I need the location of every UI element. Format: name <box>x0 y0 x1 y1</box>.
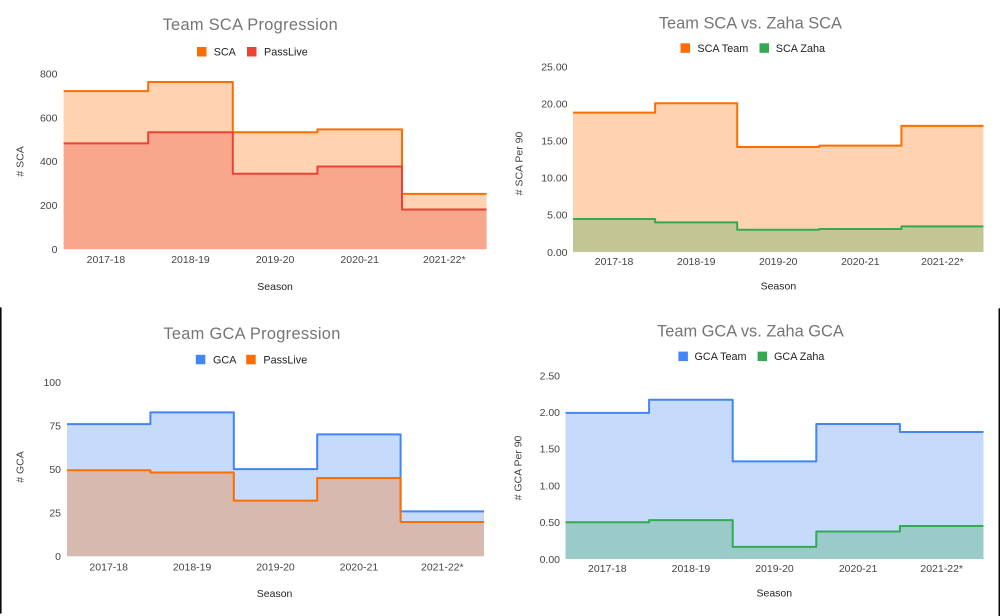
svg-text:2019-20: 2019-20 <box>256 561 295 573</box>
svg-text:Season: Season <box>257 588 293 600</box>
svg-text:2.50: 2.50 <box>540 370 561 382</box>
svg-text:GCA Zaha: GCA Zaha <box>774 351 824 363</box>
svg-text:Season: Season <box>761 280 797 292</box>
svg-text:0.50: 0.50 <box>540 517 561 529</box>
svg-text:0.00: 0.00 <box>547 247 568 259</box>
svg-text:2017-18: 2017-18 <box>89 561 128 573</box>
svg-text:# GCA: # GCA <box>15 451 27 483</box>
svg-text:2.00: 2.00 <box>540 407 561 419</box>
svg-text:Season: Season <box>756 588 792 600</box>
svg-text:2018-19: 2018-19 <box>173 561 212 573</box>
svg-text:2019-20: 2019-20 <box>755 563 794 575</box>
svg-text:Team SCA Progression: Team SCA Progression <box>163 16 338 34</box>
svg-text:2020-21: 2020-21 <box>841 256 880 268</box>
svg-text:100: 100 <box>43 377 61 389</box>
svg-text:2021-22*: 2021-22* <box>920 563 963 575</box>
svg-text:2019-20: 2019-20 <box>256 254 295 266</box>
svg-text:# GCA Per 90: # GCA Per 90 <box>512 435 524 500</box>
svg-text:2018-19: 2018-19 <box>677 256 716 268</box>
svg-text:25.00: 25.00 <box>541 61 567 73</box>
svg-text:Season: Season <box>257 281 293 293</box>
svg-text:75: 75 <box>49 421 61 433</box>
svg-text:PassLive: PassLive <box>263 354 307 366</box>
svg-text:# SCA Per 90: # SCA Per 90 <box>514 132 526 196</box>
svg-text:2020-21: 2020-21 <box>340 561 379 573</box>
svg-text:5.00: 5.00 <box>547 210 568 222</box>
svg-text:# SCA: # SCA <box>15 146 27 176</box>
svg-text:SCA: SCA <box>214 47 237 59</box>
svg-text:SCA Zaha: SCA Zaha <box>776 43 825 55</box>
svg-text:2018-19: 2018-19 <box>672 563 711 575</box>
svg-text:400: 400 <box>40 156 58 168</box>
svg-text:200: 200 <box>40 200 58 212</box>
svg-text:600: 600 <box>40 112 58 124</box>
svg-text:2021-22*: 2021-22* <box>921 256 964 268</box>
svg-text:25: 25 <box>49 508 61 520</box>
svg-text:GCA Team: GCA Team <box>695 351 747 363</box>
svg-text:0: 0 <box>55 551 61 563</box>
svg-text:2021-22*: 2021-22* <box>421 561 464 573</box>
svg-text:Team GCA Progression: Team GCA Progression <box>163 325 340 343</box>
svg-text:SCA Team: SCA Team <box>697 43 748 55</box>
svg-text:1.00: 1.00 <box>540 480 561 492</box>
svg-text:2019-20: 2019-20 <box>759 256 798 268</box>
svg-text:2021-22*: 2021-22* <box>423 254 466 266</box>
svg-text:2018-19: 2018-19 <box>171 254 210 266</box>
svg-text:Team SCA vs. Zaha SCA: Team SCA vs. Zaha SCA <box>659 14 842 32</box>
svg-text:800: 800 <box>40 68 58 80</box>
svg-text:50: 50 <box>49 464 61 476</box>
svg-text:10.00: 10.00 <box>541 173 567 185</box>
svg-text:1.50: 1.50 <box>540 444 561 456</box>
svg-text:2020-21: 2020-21 <box>839 563 878 575</box>
svg-text:15.00: 15.00 <box>541 136 567 148</box>
svg-text:2017-18: 2017-18 <box>595 256 634 268</box>
svg-text:GCA: GCA <box>213 354 237 366</box>
svg-text:20.00: 20.00 <box>541 98 567 110</box>
svg-text:0.00: 0.00 <box>540 554 561 566</box>
svg-text:0: 0 <box>52 244 58 256</box>
svg-text:PassLive: PassLive <box>264 47 308 59</box>
svg-text:2020-21: 2020-21 <box>340 254 379 266</box>
svg-text:Team GCA vs. Zaha GCA: Team GCA vs. Zaha GCA <box>657 322 844 340</box>
svg-text:2017-18: 2017-18 <box>87 254 126 266</box>
svg-text:2017-18: 2017-18 <box>588 563 627 575</box>
